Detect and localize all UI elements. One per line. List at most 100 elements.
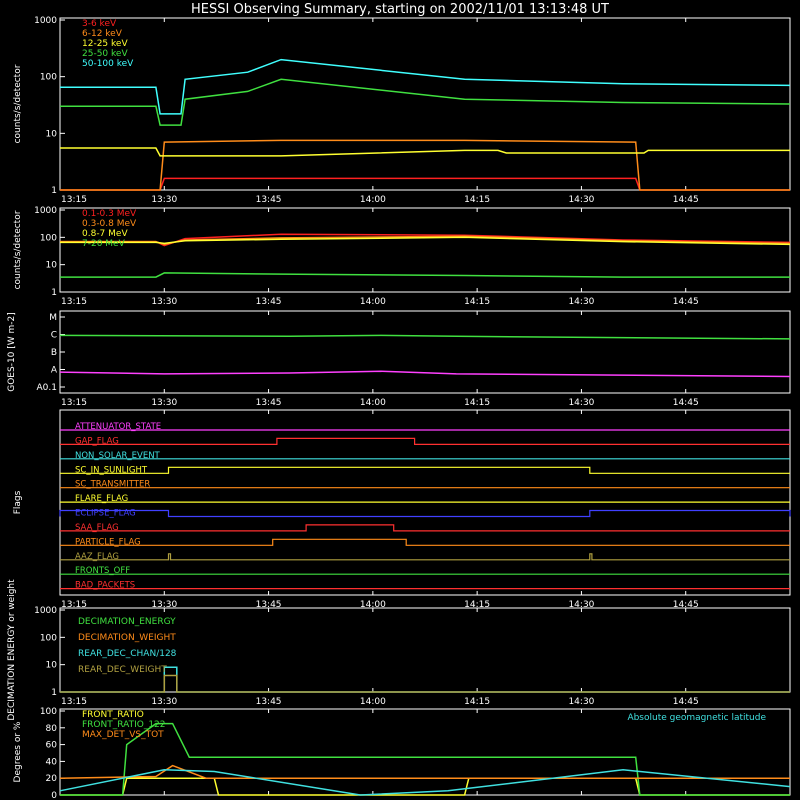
series-line-2 [60, 139, 790, 191]
series-line-4 [59, 769, 791, 796]
series-line-3 [60, 236, 791, 246]
legend-entry: FRONT_RATIO_122 [82, 720, 166, 730]
legend-entry: 12-25 keV [82, 39, 128, 49]
y-axis-label: counts/s/detector [13, 210, 23, 289]
legend-entry: REAR_DEC_CHAN/128 [78, 649, 177, 659]
flag-line [60, 437, 790, 445]
x-tick-label: 14:45 [673, 600, 699, 610]
y-axis-label: Flags [13, 490, 23, 514]
flag-label: PARTICLE_FLAG [75, 537, 141, 547]
y-tick-label: 100 [40, 233, 57, 243]
legend-entry: 0.3-0.8 MeV [82, 219, 137, 229]
x-tick-label: 13:30 [151, 600, 177, 610]
y-tick-label: 1 [51, 186, 57, 196]
y-tick-label: 20 [46, 774, 58, 784]
y-tick-label: 1000 [34, 606, 57, 616]
legend-entry: DECIMATION_WEIGHT [78, 633, 176, 643]
series-line-1 [59, 334, 791, 340]
x-tick-label: 14:30 [568, 297, 594, 307]
x-tick-label: 14:15 [464, 195, 490, 205]
x-tick-label: 13:45 [256, 398, 282, 408]
legend-entry: 7-20 MeV [82, 239, 126, 249]
series-line-2 [60, 722, 790, 796]
panel-3: GOES-10 [W m-2] 13:15 13:30 13:45 14:00 14:15… [7, 310, 791, 408]
flag-label: FRONTS_OFF [75, 566, 130, 576]
series-line-4 [60, 78, 791, 126]
panel-5: DECIMATION ENERGY or weight 13:15 13:30 13:… [7, 579, 791, 721]
legend-entry: REAR_DEC_WEIGHT [78, 665, 167, 675]
x-tick-label: 14:30 [568, 195, 594, 205]
y-tick-label: 80 [46, 724, 58, 734]
flag-label: ATTENUATOR_STATE [75, 422, 161, 432]
flag-line [60, 553, 790, 561]
legend-entry: 0.8-7 MeV [82, 229, 128, 239]
x-tick-label: 14:45 [673, 697, 699, 707]
x-tick-label: 14:15 [464, 697, 490, 707]
x-tick-label: 14:15 [464, 398, 490, 408]
flag-line [60, 538, 790, 546]
y-tick-label: 10 [46, 261, 58, 271]
flag-label: SAA_FLAG [75, 523, 119, 533]
y-axis-label: counts/s/detector [13, 64, 23, 143]
x-tick-label: 13:30 [151, 297, 177, 307]
y-tick-label: 1 [51, 688, 57, 698]
x-tick-label: 14:30 [568, 697, 594, 707]
x-tick-label: 14:00 [360, 398, 386, 408]
flag-label: FLARE_FLAG [75, 494, 128, 504]
x-tick-label: 13:45 [256, 697, 282, 707]
x-tick-label: 13:30 [151, 398, 177, 408]
legend-entry: DECIMATION_ENERGY [78, 617, 176, 627]
y-tick-label: 100 [40, 633, 57, 643]
panel-frame [59, 17, 791, 191]
y-axis-label: GOES-10 [W m-2] [7, 312, 17, 392]
flag-label: ECLIPSE_FLAG [75, 509, 136, 519]
x-tick-label: 13:30 [151, 697, 177, 707]
y-tick-label: 10 [46, 129, 58, 139]
panel-frame [59, 310, 791, 394]
flag-line [60, 466, 790, 474]
y-tick-label: A [51, 366, 58, 376]
y-tick-label: 100 [40, 707, 57, 717]
panel-1: counts/s/detector 13:15 13:30 13:45 14:00 14:… [13, 16, 791, 205]
y-tick-label: M [49, 313, 57, 323]
x-tick-label: 13:15 [61, 297, 87, 307]
legend-entry: 50-100 keV [82, 59, 134, 69]
x-tick-label: 14:00 [360, 600, 386, 610]
x-tick-label: 14:45 [673, 195, 699, 205]
x-tick-label: 13:15 [61, 195, 87, 205]
x-tick-label: 13:45 [256, 195, 282, 205]
flag-label: SC_TRANSMITTER [75, 480, 150, 490]
chart-title: HESSI Observing Summary, starting on 200… [191, 2, 609, 17]
series-line-3 [60, 147, 790, 157]
flag-label: NON_SOLAR_EVENT [75, 451, 161, 461]
legend-entry: 6-12 keV [82, 29, 123, 39]
x-tick-label: 14:15 [464, 600, 490, 610]
series-line-4 [60, 272, 790, 278]
series-line-3 [59, 764, 790, 779]
flag-label: SC_IN_SUNLIGHT [75, 465, 148, 475]
series-line-1 [60, 177, 790, 191]
series-line-5 [60, 58, 791, 115]
x-tick-label: 14:45 [673, 297, 699, 307]
y-tick-label: 100 [40, 73, 57, 83]
x-tick-label: 14:15 [464, 297, 490, 307]
legend-entry: 25-50 keV [82, 49, 128, 59]
x-tick-label: 14:00 [360, 195, 386, 205]
x-tick-label: 14:45 [673, 398, 699, 408]
x-tick-label: 14:00 [360, 697, 386, 707]
y-axis-label: DECIMATION ENERGY or weight [7, 579, 17, 721]
y-axis-label: Degrees or % [13, 721, 23, 782]
x-tick-label: 13:45 [256, 600, 282, 610]
annotation: Absolute geomagnetic latitude [627, 713, 766, 723]
x-tick-label: 14:00 [360, 297, 386, 307]
x-tick-label: 13:15 [61, 398, 87, 408]
panel-6: Degrees or %13:1513:3013:4514:0014:1514:… [13, 707, 791, 800]
y-tick-label: 1 [51, 288, 57, 298]
y-tick-label: B [51, 348, 57, 358]
series-line-4 [60, 674, 790, 693]
flag-label: GAP_FLAG [75, 436, 119, 446]
series-line-3 [60, 666, 790, 693]
legend-entry: MAX_DET_VS_TOT [82, 730, 164, 740]
series-line-2 [59, 370, 791, 378]
